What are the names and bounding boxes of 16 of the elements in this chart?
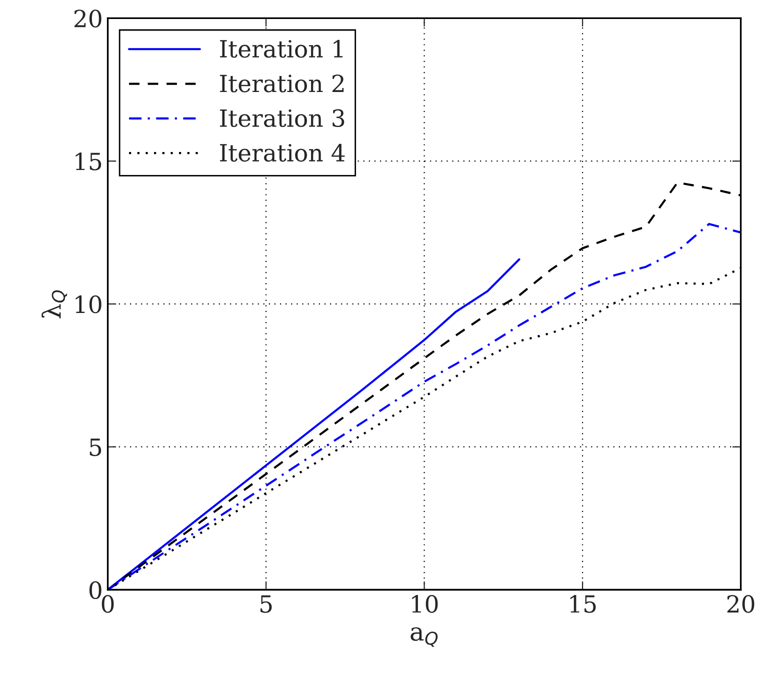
x-tick-label: 20 [727, 595, 754, 613]
y-tick-label: 10 [76, 295, 102, 314]
x-tick-label: 15 [570, 595, 596, 613]
x-tick-label: 0 [102, 595, 114, 613]
legend-label: Iteration 3 [220, 109, 344, 128]
x-tick-label: 10 [412, 595, 438, 613]
x-axis-title: a$_{Q}$ [410, 627, 438, 647]
y-tick-label: 0 [89, 581, 102, 600]
y-tick-label: 5 [90, 438, 102, 456]
y-axis-title: λ$_{Q}$ [42, 290, 68, 318]
legend-label: Iteration 2 [220, 74, 344, 92]
y-tick-label: 15 [76, 152, 102, 170]
legend-label: Iteration 1 [220, 40, 343, 58]
legend-label: Iteration 4 [220, 144, 345, 162]
y-tick-label: 20 [74, 10, 102, 28]
x-tick-label: 5 [260, 595, 272, 613]
